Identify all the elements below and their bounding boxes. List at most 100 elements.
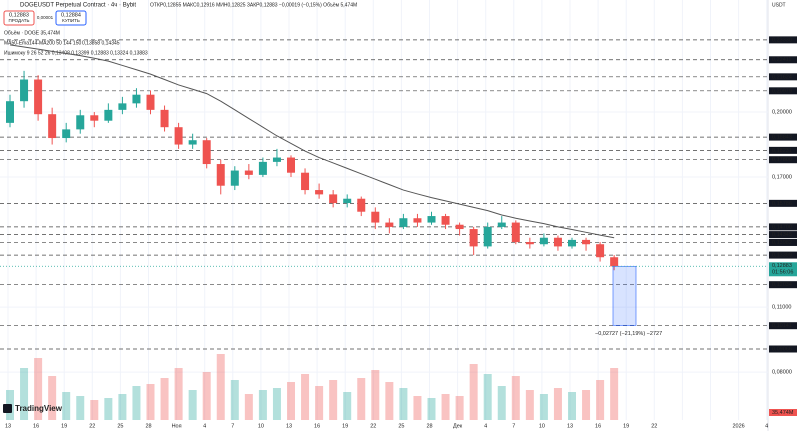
level-label-box <box>769 156 797 164</box>
logo-icon <box>3 404 12 413</box>
candle-body <box>568 239 576 247</box>
volume-bar <box>118 394 127 420</box>
x-tick-label: 22 <box>651 423 657 429</box>
logo: TradingView <box>15 404 63 413</box>
level-label: 0,21624 <box>772 74 792 80</box>
candle-body <box>104 109 113 121</box>
sell-price: 0,12883 <box>9 12 29 18</box>
last-price-label: 0,12883 <box>772 263 792 269</box>
x-tick-label: Дек <box>453 423 463 429</box>
x-tick-label: 10 <box>539 423 545 429</box>
level-label-box <box>769 73 797 81</box>
candle-body <box>357 198 366 212</box>
candle-body <box>441 216 450 225</box>
volume-bar <box>427 398 436 420</box>
level-label-box <box>769 146 797 154</box>
level-label: 0,17800 <box>772 157 792 163</box>
volume-bar <box>272 388 281 420</box>
volume-bar <box>329 380 338 420</box>
volume-bar <box>525 390 534 420</box>
volume-bar <box>553 388 562 420</box>
candle-body <box>315 190 324 195</box>
volume-bar <box>160 378 169 420</box>
x-tick-label: 7 <box>231 423 234 429</box>
volume-bar <box>34 358 43 420</box>
x-tick-label: 28 <box>426 423 432 429</box>
candle-body <box>385 222 394 227</box>
volume-bar <box>413 396 422 420</box>
volume-label-box <box>769 409 797 416</box>
candle-body <box>20 79 29 102</box>
x-tick-label: 13 <box>567 423 573 429</box>
ma-values: 0,13858 0,14345 <box>82 40 120 46</box>
x-tick-label: 13 <box>286 423 292 429</box>
ma-legend: MA50-Ema144-MA200 50 144 150 <box>4 40 81 46</box>
volume-bar <box>483 374 492 420</box>
level-label-box <box>769 36 797 44</box>
volume-last-label: 35,474M <box>772 410 794 416</box>
volume-bar <box>90 400 99 420</box>
volume-legend: Объём · DOGE 35,474M <box>4 30 60 36</box>
volume-bar <box>441 394 450 420</box>
level-label: 0,13982 <box>772 240 792 246</box>
candle-body <box>202 140 211 165</box>
x-tick-label: 7 <box>512 423 515 429</box>
candle-body <box>230 170 239 186</box>
x-tick-label: 13 <box>5 423 11 429</box>
level-label: 0,09066 <box>772 346 792 352</box>
volume-bar <box>610 368 619 420</box>
candle-body <box>174 127 183 145</box>
ohlc-text: ОТКР0,12855 МАКС0,12916 МИН0,12825 ЗАКР0… <box>150 2 357 8</box>
level-label-box <box>769 322 797 330</box>
candle-body <box>483 226 492 247</box>
volume-bar <box>174 368 183 420</box>
candle-body <box>160 109 169 128</box>
x-tick-label: 4 <box>765 423 768 429</box>
level-label-box <box>769 56 797 64</box>
candle-body <box>413 218 422 223</box>
volume-bar <box>258 390 267 420</box>
candle-body <box>497 222 506 227</box>
x-tick-label: 2026 <box>732 423 744 429</box>
candle-body <box>76 115 85 130</box>
volume-bar <box>455 396 464 420</box>
volume-bar <box>399 388 408 420</box>
candle-body <box>553 237 562 247</box>
ma-line <box>9 44 615 239</box>
volume-bar <box>202 372 211 420</box>
level-label: 0,15786 <box>772 201 792 207</box>
buy-label: КУПИТЬ <box>62 18 80 23</box>
level-label-box <box>769 345 797 353</box>
x-tick-label: 19 <box>61 423 67 429</box>
volume-bar <box>62 392 71 420</box>
candle-body <box>244 170 253 175</box>
sell-label: ПРОДАТЬ <box>9 18 30 23</box>
volume-bar <box>104 398 113 420</box>
y-tick-label: 0,17000 <box>772 175 792 181</box>
x-tick-label: 19 <box>623 423 629 429</box>
y-tick-label: 0,11000 <box>772 305 791 311</box>
volume-bar <box>188 390 197 420</box>
spread: 0,00001 <box>37 15 54 20</box>
level-label-box <box>769 133 797 141</box>
candle-body <box>48 114 57 139</box>
sell-button[interactable] <box>3 10 35 26</box>
candle-body <box>399 218 408 227</box>
level-label-box <box>769 223 797 231</box>
volume-bar <box>582 390 591 420</box>
volume-bar <box>216 354 225 420</box>
volume-bar <box>497 386 506 420</box>
level-label: 0,20979 <box>772 88 792 94</box>
candle-body <box>511 222 520 243</box>
level-label: 0,10141 <box>772 323 792 329</box>
buy-button[interactable] <box>55 10 87 26</box>
chart-title: DOGEUSDT Perpetual Contract · 4ч · Bybit <box>20 3 136 9</box>
level-label: 0,14345 <box>772 232 792 238</box>
volume-bar <box>76 396 85 420</box>
candle-body <box>596 244 605 258</box>
candle-body <box>62 129 71 139</box>
x-tick-label: 16 <box>314 423 320 429</box>
candle-body <box>525 242 534 245</box>
